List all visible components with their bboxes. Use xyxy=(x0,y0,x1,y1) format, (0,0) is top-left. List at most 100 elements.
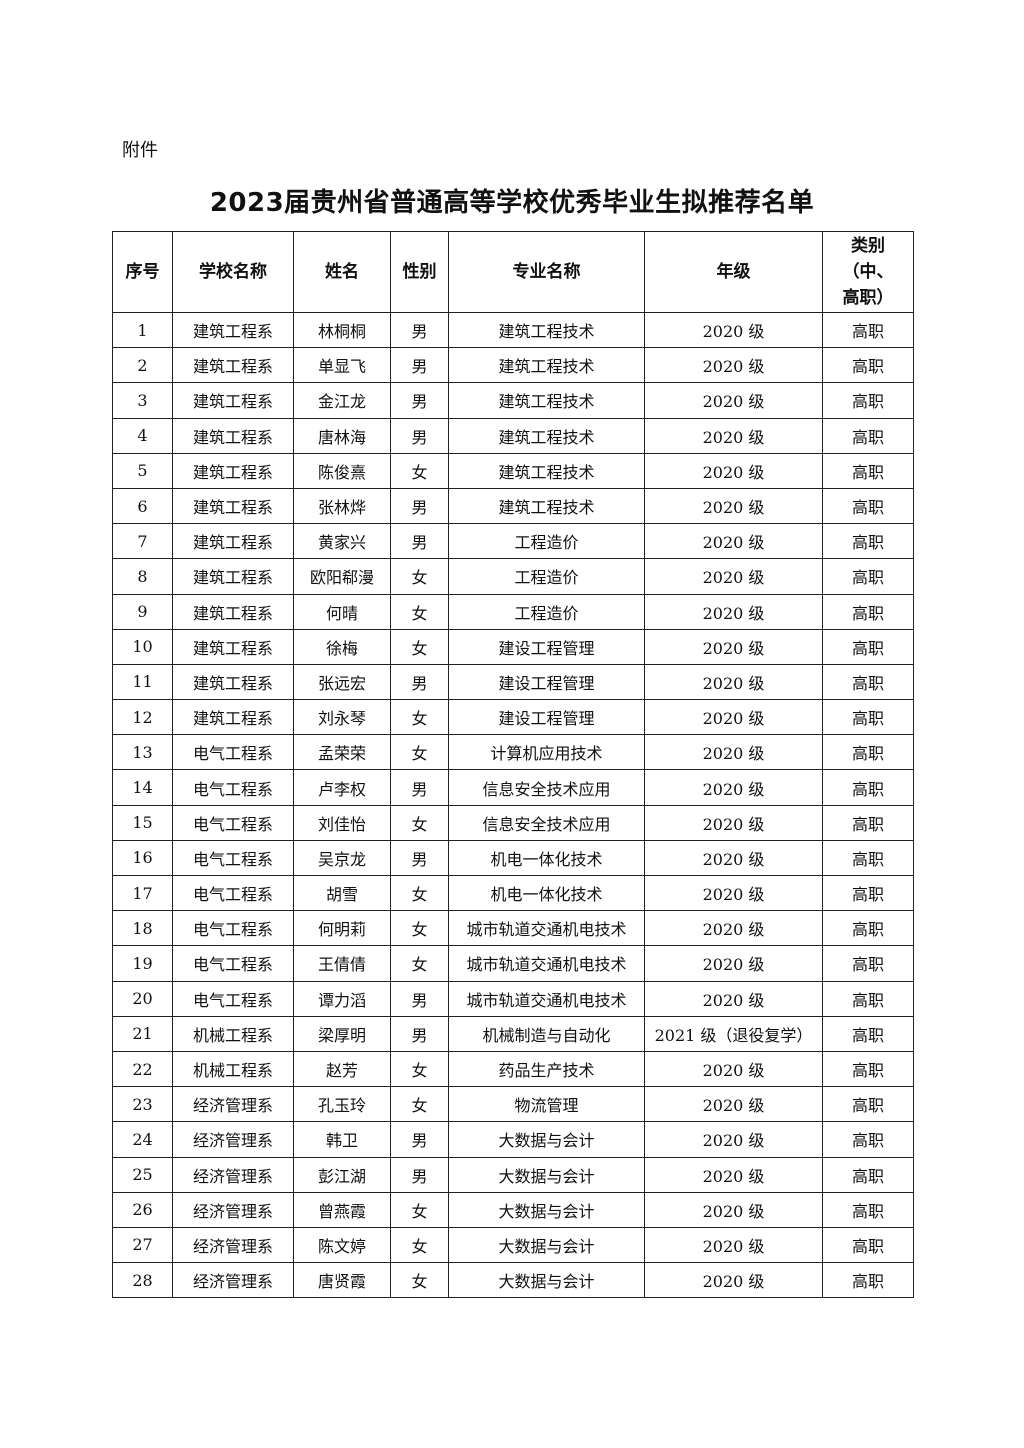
gender-cell: 女 xyxy=(390,593,449,630)
name-cell: 韩卫 xyxy=(293,1121,391,1158)
name-cell: 何晴 xyxy=(293,593,391,630)
category-cell: 高职 xyxy=(822,1156,914,1193)
major-cell: 建设工程管理 xyxy=(448,628,645,665)
gender-cell: 男 xyxy=(390,769,449,806)
gender-cell: 女 xyxy=(390,1191,449,1228)
category-cell: 高职 xyxy=(822,452,914,489)
index-cell: 9 xyxy=(112,593,173,630)
table-row: 23 经济管理系 孔玉玲女物流管理 2020 级高职 xyxy=(112,1086,914,1123)
col-header-category: 类别（中、高职） xyxy=(822,231,914,313)
name-cell: 欧阳郗漫 xyxy=(293,558,391,595)
gender-cell: 男 xyxy=(390,487,449,525)
category-cell: 高职 xyxy=(822,593,914,630)
major-cell: 建设工程管理 xyxy=(448,699,645,736)
gender-cell: 男 xyxy=(390,1015,449,1052)
grade-cell: 2020 级 xyxy=(644,593,823,630)
category-cell: 高职 xyxy=(822,523,914,560)
name-cell: 黄家兴 xyxy=(293,523,391,560)
gender-cell: 男 xyxy=(390,417,449,454)
name-cell: 林桐桐 xyxy=(293,311,391,349)
index-cell: 10 xyxy=(112,628,173,665)
gender-cell: 女 xyxy=(390,945,449,982)
gender-cell: 女 xyxy=(390,804,449,841)
table-row: 10 建筑工程系 徐梅女建设工程管理 2020 级高职 xyxy=(112,628,914,665)
category-cell: 高职 xyxy=(822,910,914,947)
grade-cell: 2020 级 xyxy=(644,417,823,454)
category-cell: 高职 xyxy=(822,1050,914,1088)
name-cell: 谭力滔 xyxy=(293,980,391,1017)
category-cell: 高职 xyxy=(822,487,914,525)
index-cell: 5 xyxy=(112,452,173,489)
major-cell: 城市轨道交通机电技术 xyxy=(448,945,645,982)
index-cell: 19 xyxy=(112,945,173,982)
table-row: 16 电气工程系 吴京龙男机电一体化技术 2020 级高职 xyxy=(112,839,914,877)
grade-cell: 2020 级 xyxy=(644,734,823,771)
school-cell: 建筑工程系 xyxy=(172,347,294,384)
major-cell: 建筑工程技术 xyxy=(448,347,645,384)
major-cell: 计算机应用技术 xyxy=(448,734,645,771)
school-cell: 建筑工程系 xyxy=(172,452,294,489)
gender-cell: 女 xyxy=(390,1050,449,1088)
table-row: 9 建筑工程系 何晴女工程造价 2020 级高职 xyxy=(112,593,914,630)
major-cell: 大数据与会计 xyxy=(448,1191,645,1228)
grade-cell: 2020 级 xyxy=(644,874,823,912)
grade-cell: 2020 级 xyxy=(644,1156,823,1193)
gender-cell: 女 xyxy=(390,628,449,665)
school-cell: 建筑工程系 xyxy=(172,628,294,665)
name-cell: 唐林海 xyxy=(293,417,391,454)
gender-cell: 男 xyxy=(390,980,449,1017)
major-cell: 工程造价 xyxy=(448,523,645,560)
table-row: 8 建筑工程系 欧阳郗漫女工程造价 2020 级高职 xyxy=(112,558,914,595)
name-cell: 单显飞 xyxy=(293,347,391,384)
index-cell: 13 xyxy=(112,734,173,771)
school-cell: 经济管理系 xyxy=(172,1086,294,1123)
grade-cell: 2020 级 xyxy=(644,1086,823,1123)
col-header-index: 序号 xyxy=(112,231,173,313)
school-cell: 电气工程系 xyxy=(172,874,294,912)
name-cell: 徐梅 xyxy=(293,628,391,665)
school-cell: 建筑工程系 xyxy=(172,593,294,630)
name-cell: 唐贤霞 xyxy=(293,1262,391,1299)
table-row: 17 电气工程系 胡雪女机电一体化技术 2020 级高职 xyxy=(112,874,914,912)
major-cell: 信息安全技术应用 xyxy=(448,804,645,841)
category-cell: 高职 xyxy=(822,699,914,736)
major-cell: 信息安全技术应用 xyxy=(448,769,645,806)
index-cell: 18 xyxy=(112,910,173,947)
grade-cell: 2020 级 xyxy=(644,452,823,489)
category-cell: 高职 xyxy=(822,311,914,349)
major-cell: 物流管理 xyxy=(448,1086,645,1123)
grade-cell: 2020 级 xyxy=(644,769,823,806)
school-cell: 建筑工程系 xyxy=(172,382,294,419)
school-cell: 经济管理系 xyxy=(172,1156,294,1193)
major-cell: 工程造价 xyxy=(448,558,645,595)
index-cell: 15 xyxy=(112,804,173,841)
category-cell: 高职 xyxy=(822,1086,914,1123)
attachment-label: 附件 xyxy=(122,140,158,161)
table-row: 18 电气工程系 何明莉女城市轨道交通机电技术 2020 级高职 xyxy=(112,910,914,947)
table-row: 6 建筑工程系 张林烨男建筑工程技术 2020 级高职 xyxy=(112,487,914,525)
index-cell: 23 xyxy=(112,1086,173,1123)
name-cell: 吴京龙 xyxy=(293,839,391,877)
grade-cell: 2020 级 xyxy=(644,1050,823,1088)
gender-cell: 男 xyxy=(390,347,449,384)
school-cell: 电气工程系 xyxy=(172,839,294,877)
category-cell: 高职 xyxy=(822,347,914,384)
school-cell: 建筑工程系 xyxy=(172,487,294,525)
table-row: 21 机械工程系 梁厚明男机械制造与自动化 2021 级（退役复学） 高职 xyxy=(112,1015,914,1052)
index-cell: 27 xyxy=(112,1226,173,1264)
major-cell: 工程造价 xyxy=(448,593,645,630)
major-cell: 建筑工程技术 xyxy=(448,452,645,489)
table-row: 3 建筑工程系 金江龙男建筑工程技术 2020 级高职 xyxy=(112,382,914,419)
school-cell: 经济管理系 xyxy=(172,1191,294,1228)
index-cell: 28 xyxy=(112,1262,173,1299)
category-cell: 高职 xyxy=(822,417,914,454)
grade-cell: 2020 级 xyxy=(644,804,823,841)
table-row: 11 建筑工程系 张远宏男建设工程管理 2020 级高职 xyxy=(112,663,914,701)
grade-cell: 2020 级 xyxy=(644,1262,823,1299)
index-cell: 12 xyxy=(112,699,173,736)
grade-cell: 2020 级 xyxy=(644,382,823,419)
name-cell: 张林烨 xyxy=(293,487,391,525)
major-cell: 建设工程管理 xyxy=(448,663,645,701)
table-header-row: 序号 学校名称 姓名 性别 专业名称 年级 类别（中、高职） xyxy=(112,231,914,313)
name-cell: 曾燕霞 xyxy=(293,1191,391,1228)
